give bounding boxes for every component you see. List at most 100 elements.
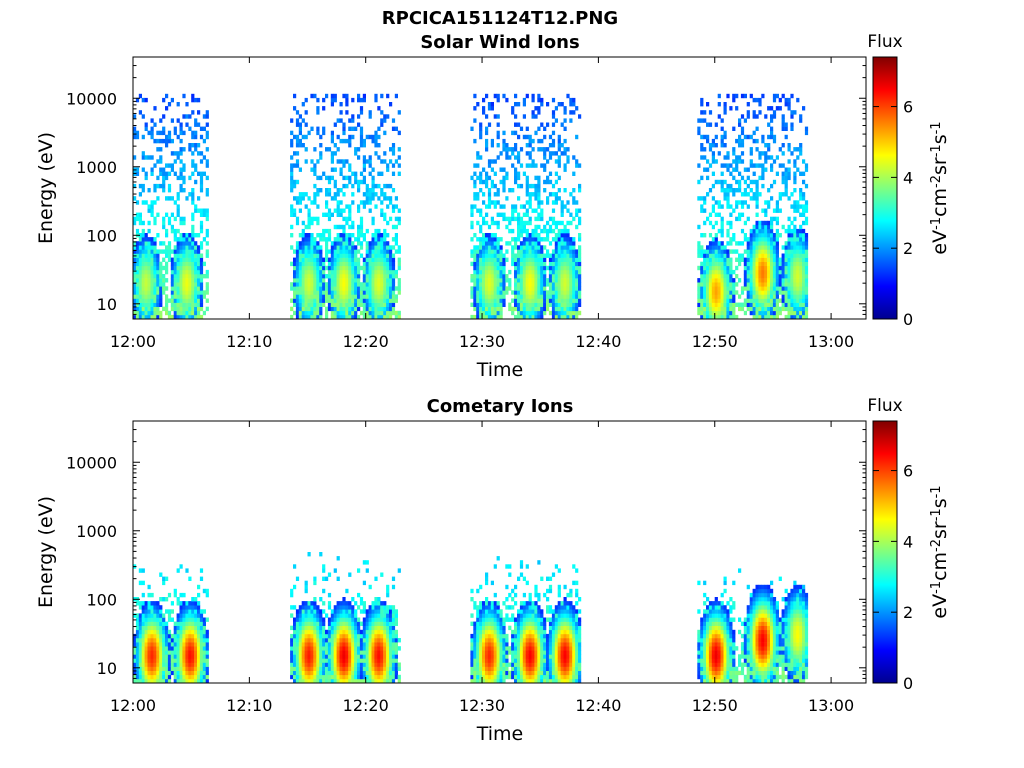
heatmap-cell [575, 298, 579, 303]
heatmap-cell [490, 249, 494, 254]
heatmap-cell [755, 241, 759, 246]
heatmap-cell [735, 155, 739, 160]
heatmap-cell [749, 310, 753, 316]
heatmap-cell [147, 261, 151, 267]
heatmap-cell [290, 674, 294, 680]
heatmap-cell [179, 650, 183, 655]
heatmap-cell [389, 294, 393, 299]
heatmap-cell [319, 310, 323, 316]
heatmap-cell [194, 646, 198, 651]
heatmap-cell [394, 233, 398, 238]
heatmap-cell [764, 159, 768, 164]
heatmap-cell [519, 282, 524, 287]
heatmap-cell [368, 269, 372, 275]
heatmap-cell [144, 642, 148, 647]
heatmap-cell [738, 216, 742, 222]
heatmap-cell [167, 171, 172, 176]
heatmap-cell [473, 290, 477, 295]
heatmap-cell [173, 159, 177, 164]
heatmap-cell [749, 93, 753, 99]
heatmap-cell [333, 306, 337, 312]
heatmap-cell [575, 290, 579, 295]
heatmap-cell [141, 253, 145, 258]
heatmap-cell [717, 245, 721, 250]
heatmap-cell [775, 282, 779, 287]
heatmap-cell [548, 290, 553, 295]
heatmap-cell [348, 302, 352, 307]
heatmap-cell [723, 269, 727, 275]
heatmap-cell [802, 233, 806, 238]
heatmap-cell [191, 274, 195, 279]
heatmap-cell [770, 274, 774, 279]
heatmap-cell [167, 196, 172, 201]
heatmap-cell [746, 167, 750, 172]
heatmap-cell [476, 269, 480, 275]
heatmap-cell [362, 93, 366, 99]
heatmap-cell [191, 282, 195, 287]
heatmap-cell [799, 245, 803, 250]
heatmap-cell [310, 167, 314, 172]
heatmap-cell [790, 192, 794, 197]
heatmap-cell [487, 102, 492, 107]
heatmap-cell [802, 228, 806, 234]
heatmap-cell [365, 196, 369, 201]
heatmap-cell [554, 171, 558, 176]
heatmap-cell [170, 224, 174, 230]
heatmap-cell [517, 175, 521, 181]
heatmap-cell [173, 253, 177, 258]
heatmap-cell [336, 294, 340, 299]
heatmap-cell [717, 269, 721, 275]
heatmap-cell [758, 97, 762, 103]
heatmap-cell [543, 269, 547, 275]
heatmap-cell [522, 212, 526, 217]
heatmap-cell [141, 261, 145, 267]
heatmap-cell [790, 310, 794, 316]
heatmap-cell [191, 143, 195, 148]
heatmap-cell [197, 629, 201, 635]
heatmap-cell [557, 286, 561, 291]
heatmap-cell [319, 249, 323, 254]
heatmap-cell [199, 650, 204, 655]
heatmap-cell [537, 138, 541, 144]
heatmap-cell [295, 143, 300, 148]
heatmap-cell [188, 233, 192, 238]
heatmap-cell [202, 310, 206, 316]
heatmap-cell [316, 670, 320, 676]
heatmap-cell [706, 278, 710, 283]
heatmap-cell [374, 282, 378, 287]
heatmap-cell [761, 163, 765, 168]
heatmap-cell [304, 642, 308, 647]
heatmap-cell [473, 294, 477, 299]
heatmap-cell [333, 278, 337, 283]
heatmap-cell [336, 625, 340, 631]
heatmap-cell [499, 294, 503, 299]
heatmap-cell [772, 294, 777, 299]
heatmap-cell [493, 93, 497, 99]
heatmap-cell [325, 257, 329, 262]
heatmap-cell [758, 151, 762, 156]
heatmap-cell [342, 228, 346, 234]
heatmap-cell [301, 633, 305, 639]
heatmap-cells [133, 93, 809, 320]
heatmap-cell [804, 294, 809, 299]
heatmap-cell [197, 233, 201, 238]
heatmap-cell [304, 237, 308, 242]
heatmap-cell [156, 269, 160, 275]
heatmap-cell [775, 155, 779, 160]
heatmap-cell [147, 674, 151, 680]
heatmap-cell [479, 171, 483, 176]
heatmap-cell [159, 167, 163, 172]
heatmap-cell [199, 241, 204, 246]
heatmap-cell [735, 257, 739, 262]
heatmap-cell [141, 658, 145, 663]
heatmap-cell [313, 613, 317, 618]
heatmap-cell [298, 126, 302, 131]
heatmap-cell [720, 179, 724, 185]
heatmap-cell [316, 654, 320, 659]
heatmap-cell [138, 629, 142, 635]
heatmap-cell [342, 261, 346, 267]
heatmap-cell [310, 233, 314, 238]
heatmap-cell [307, 233, 311, 238]
heatmap-cell [351, 261, 355, 267]
heatmap-cell [339, 212, 343, 217]
